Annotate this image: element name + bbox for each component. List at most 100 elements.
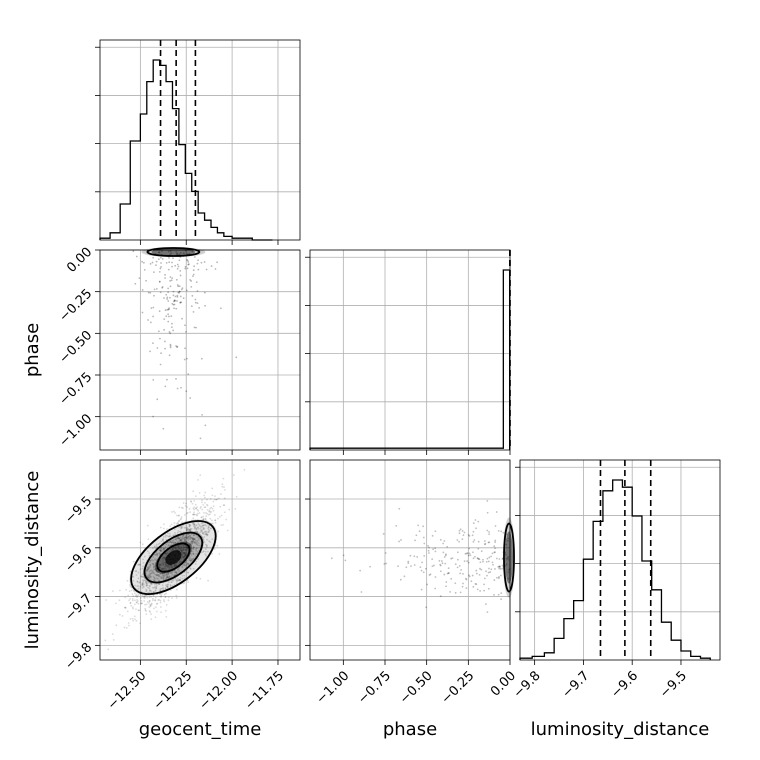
scatter-point [207,531,209,533]
scatter-point [145,610,147,612]
scatter-point [216,498,219,501]
scatter-point [422,571,425,574]
scatter-point [140,575,142,578]
scatter-point [165,543,168,546]
scatter-point [398,540,400,543]
scatter-point [155,570,158,573]
scatter-point [175,571,178,574]
scatter-point [193,256,196,258]
scatter-point [200,551,203,554]
scatter-point [158,563,161,566]
scatter-point [204,550,207,553]
scatter-point [180,521,183,524]
scatter-point [384,552,387,554]
scatter-point [485,570,487,573]
scatter-point [182,557,185,560]
scatter-point [166,535,169,537]
scatter-point [194,524,197,527]
scatter-point [160,611,162,614]
tick-label-y-phase-0: −1.00 [57,411,96,450]
scatter-point [195,524,198,526]
scatter-point [163,557,166,559]
scatter-point [196,531,199,534]
scatter-point [483,577,486,580]
tick-label-x-geocent_time-2: −12.00 [197,668,242,713]
scatter-point [174,547,177,550]
scatter-point [209,507,212,510]
scatter-point [182,534,185,537]
scatter-point [165,573,168,576]
scatter-point [147,591,150,594]
scatter-point [164,347,166,350]
scatter-point [176,540,179,543]
scatter-point [205,530,208,533]
scatter-point [187,535,190,538]
scatter-point [159,549,162,551]
scatter-point [169,544,172,547]
scatter-point [472,557,475,560]
scatter-point [369,565,371,568]
scatter-point [183,526,186,529]
scatter-point [193,513,196,516]
scatter-point [185,530,188,532]
scatter-point [158,583,160,585]
scatter-point [188,558,191,561]
scatter-point [214,519,217,522]
scatter-point [163,523,165,526]
scatter-point [207,513,210,516]
scatter-point [137,577,140,580]
scatter-point [185,536,187,539]
scatter-point [186,512,188,515]
scatter-point [179,295,182,298]
scatter-point [166,565,169,568]
scatter-point [403,575,406,578]
scatter-point [192,507,195,510]
scatter-point [458,540,460,543]
scatter-point [192,548,195,551]
scatter-points-luminosity_distance-vs-phase [330,500,511,614]
scatter-point [189,511,192,514]
scatter-point [173,563,176,566]
scatter-point [417,524,420,527]
scatter-point [188,525,191,527]
scatter-point [171,541,174,544]
scatter-point [184,265,187,268]
scatter-point [168,256,170,259]
scatter-point [171,570,174,573]
scatter-point [166,575,169,578]
scatter-point [163,593,166,596]
scatter-point [160,592,163,595]
scatter-point [132,590,135,592]
scatter-point [171,566,174,569]
scatter-point [398,507,401,510]
scatter-point [171,261,173,264]
scatter-point [203,494,206,497]
scatter-point [185,528,188,531]
scatter-point [164,565,167,568]
scatter-point [186,258,188,261]
tick-label-x-geocent_time-3: −11.75 [242,668,287,713]
scatter-point [192,545,195,548]
scatter-point [442,542,445,545]
scatter-point [360,591,363,593]
scatter-point [164,596,167,598]
scatter-point [477,557,479,560]
scatter-point [170,575,173,578]
scatter-point [186,533,189,536]
scatter-point [174,571,177,574]
scatter-point [456,558,459,561]
scatter-point [129,585,132,588]
scatter-point [196,506,198,509]
tick-label-x-phase-0: −1.00 [314,668,353,707]
scatter-point [153,568,155,571]
scatter-point [140,602,143,605]
scatter-point [499,574,502,577]
scatter-point [167,599,170,602]
scatter-point [397,565,399,568]
scatter-point [180,516,183,518]
scatter-point [167,571,170,574]
scatter-point [210,527,212,530]
scatter-point [235,495,238,498]
scatter-point [166,565,169,567]
scatter-point [497,593,500,596]
